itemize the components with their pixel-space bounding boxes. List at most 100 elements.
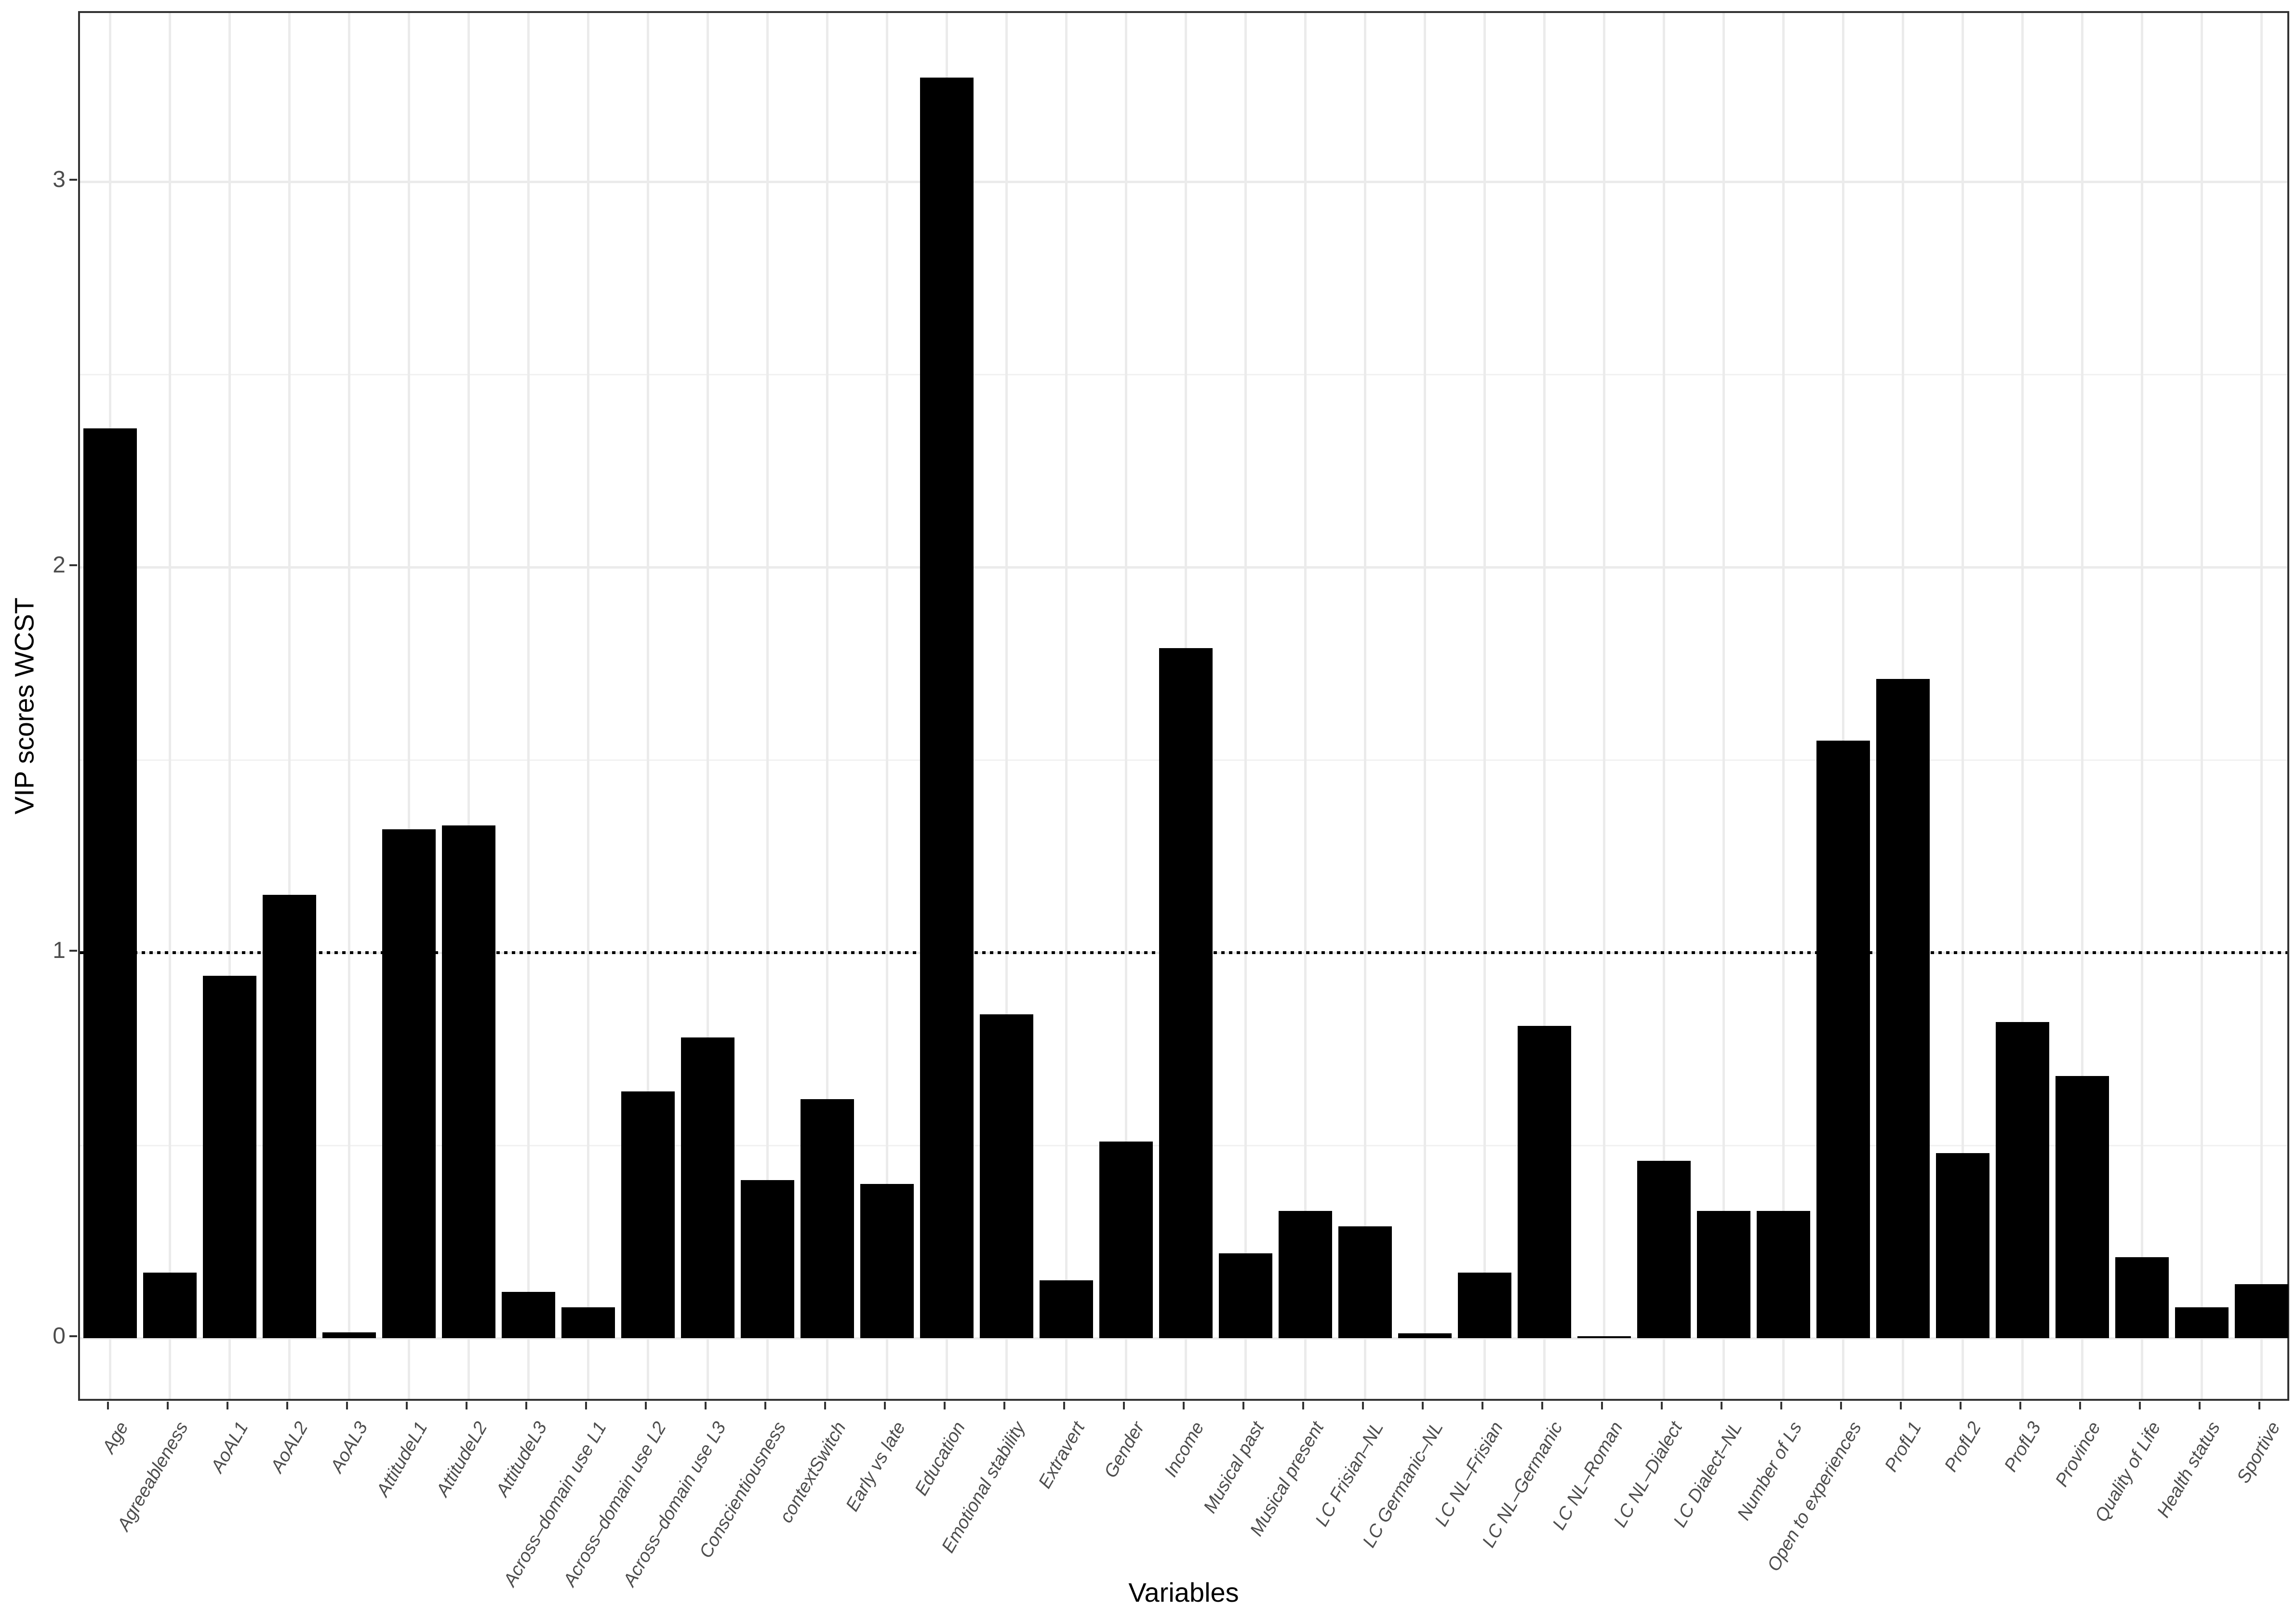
- bar-across-domain-use-l1: [561, 1307, 615, 1338]
- y-tick-label: 2: [53, 552, 66, 578]
- x-tick-label: AoAL2: [267, 1418, 312, 1476]
- gridline-category: [348, 13, 350, 1399]
- bar-lc-nl-frisian: [1458, 1273, 1511, 1338]
- x-tick-mark: [346, 1402, 348, 1409]
- gridline-category: [1424, 13, 1426, 1399]
- gridline-minor-y2.5: [80, 374, 2287, 375]
- x-tick-mark: [227, 1402, 228, 1409]
- x-tick-mark: [1900, 1402, 1902, 1409]
- gridline-category: [1304, 13, 1307, 1399]
- gridline-category: [169, 13, 171, 1399]
- gridline-category: [1005, 13, 1008, 1399]
- x-tick-mark: [406, 1402, 408, 1409]
- x-tick-mark: [944, 1402, 946, 1409]
- x-tick-label: AttitudeL2: [432, 1418, 492, 1500]
- x-tick-mark: [1003, 1402, 1005, 1409]
- gridline-category: [228, 13, 231, 1399]
- bar-aoal3: [322, 1332, 376, 1338]
- x-tick-mark: [2199, 1402, 2201, 1409]
- gridline-category: [1065, 13, 1068, 1399]
- x-tick-label: Across–domain use L1: [500, 1418, 611, 1590]
- y-tick-mark: [69, 564, 77, 566]
- bar-education: [920, 78, 974, 1338]
- x-tick-label: Across–domain use L2: [560, 1418, 671, 1590]
- gridline-major-y2: [80, 566, 2287, 569]
- bar-number-of-ls: [1757, 1211, 1810, 1338]
- x-tick-mark: [645, 1402, 647, 1409]
- x-tick-label: Health status: [2153, 1418, 2225, 1521]
- x-tick-mark: [2079, 1402, 2081, 1409]
- gridline-major-y0: [80, 1337, 2287, 1340]
- bar-profl3: [1996, 1022, 2049, 1338]
- bar-lc-dialect-nl: [1697, 1211, 1750, 1338]
- gridline-category: [2021, 13, 2024, 1399]
- x-tick-label: Gender: [1100, 1418, 1149, 1482]
- bar-emotional-stability: [980, 1014, 1033, 1338]
- gridline-category: [1483, 13, 1486, 1399]
- x-tick-label: Across–domain use L3: [619, 1418, 731, 1590]
- bar-lc-nl-roman: [1577, 1336, 1631, 1338]
- gridline-category: [1603, 13, 1605, 1399]
- x-tick-label: AoAL1: [207, 1418, 253, 1476]
- bar-sportive: [2235, 1284, 2288, 1338]
- bar-lc-germanic-nl: [1398, 1333, 1452, 1338]
- gridline-category: [826, 13, 828, 1399]
- x-tick-label: Extravert: [1034, 1418, 1089, 1492]
- bar-across-domain-use-l3: [681, 1037, 734, 1338]
- y-tick-label: 0: [53, 1323, 66, 1349]
- bar-attitudel2: [442, 825, 495, 1338]
- gridline-category: [1125, 13, 1127, 1399]
- gridline-category: [766, 13, 769, 1399]
- x-axis-title: Variables: [1128, 1577, 1239, 1608]
- x-tick-label: ProfL2: [1940, 1418, 1986, 1475]
- gridline-major-y3: [80, 181, 2287, 183]
- bar-early-vs-late: [860, 1184, 914, 1338]
- x-tick-label: Early vs late: [842, 1418, 910, 1515]
- y-tick-mark: [69, 179, 77, 181]
- x-tick-mark: [1721, 1402, 1722, 1409]
- x-tick-mark: [2258, 1402, 2260, 1409]
- bar-open-to-experiences: [1816, 741, 1870, 1338]
- x-tick-label: Musical past: [1200, 1418, 1268, 1517]
- x-tick-mark: [525, 1402, 527, 1409]
- x-tick-mark: [286, 1402, 288, 1409]
- bar-lc-frisian-nl: [1338, 1226, 1392, 1338]
- gridline-category: [1244, 13, 1247, 1399]
- bar-agreeableness: [143, 1273, 197, 1338]
- x-tick-label: Age: [99, 1418, 133, 1457]
- bar-conscientiousness: [741, 1180, 794, 1338]
- x-tick-mark: [167, 1402, 169, 1409]
- reference-line-y1: [80, 951, 2287, 954]
- gridline-category: [1663, 13, 1665, 1399]
- x-tick-mark: [1601, 1402, 1603, 1409]
- bar-age: [83, 428, 137, 1338]
- gridline-category: [527, 13, 530, 1399]
- bar-profl1: [1876, 679, 1930, 1338]
- gridline-category: [1722, 13, 1725, 1399]
- x-tick-mark: [884, 1402, 886, 1409]
- x-tick-mark: [1063, 1402, 1065, 1409]
- x-tick-mark: [1422, 1402, 1424, 1409]
- x-tick-label: AttitudeL1: [373, 1418, 432, 1500]
- gridline-category: [587, 13, 589, 1399]
- gridline-category: [2260, 13, 2263, 1399]
- x-tick-mark: [705, 1402, 707, 1409]
- bar-musical-past: [1219, 1253, 1272, 1338]
- bar-contextswitch: [801, 1099, 854, 1338]
- x-tick-label: Sportive: [2233, 1418, 2284, 1487]
- y-tick-label: 1: [53, 938, 66, 963]
- x-tick-label: Province: [2051, 1418, 2105, 1490]
- x-tick-mark: [824, 1402, 826, 1409]
- gridline-category: [1842, 13, 1844, 1399]
- x-tick-mark: [1661, 1402, 1663, 1409]
- x-tick-label: AttitudeL3: [492, 1418, 551, 1500]
- gridline-category: [1543, 13, 1546, 1399]
- x-tick-mark: [466, 1402, 467, 1409]
- bar-aoal1: [203, 976, 256, 1338]
- bar-across-domain-use-l2: [621, 1091, 675, 1338]
- x-tick-mark: [1840, 1402, 1842, 1409]
- x-tick-mark: [107, 1402, 109, 1409]
- gridline-category: [2201, 13, 2203, 1399]
- bar-health-status: [2175, 1307, 2229, 1338]
